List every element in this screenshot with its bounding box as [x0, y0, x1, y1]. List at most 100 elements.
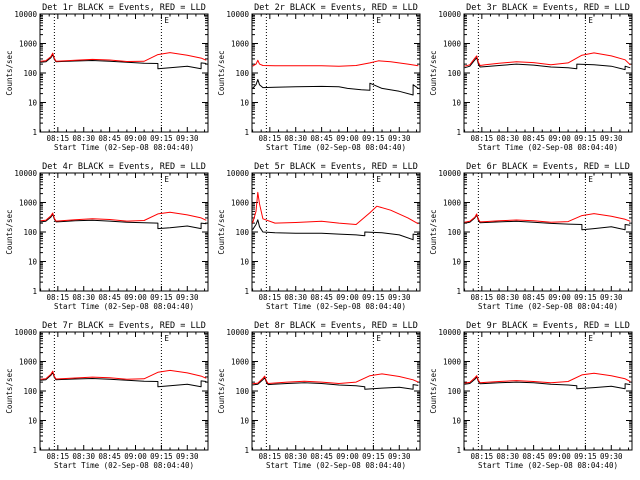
- y-tick-label: 1000: [231, 40, 250, 49]
- y-tick-label: 10000: [226, 10, 249, 19]
- y-tick-label: 100: [447, 387, 461, 396]
- y-tick-label: 10000: [14, 10, 37, 19]
- y-tick-label: 100: [447, 69, 461, 78]
- y-tick-label: 10: [452, 99, 462, 108]
- y-tick-label: 10: [240, 417, 250, 426]
- y-axis-label: Counts/sec: [217, 209, 226, 254]
- lld-series-line: [464, 52, 631, 67]
- y-tick-label: 100: [447, 228, 461, 237]
- y-axis-label: Counts/sec: [217, 50, 226, 95]
- chart-title: Det 7r BLACK = Events, RED = LLD: [42, 321, 206, 331]
- marker-label: E: [588, 175, 593, 184]
- x-tick-label: 09:00: [336, 134, 359, 143]
- x-axis-label: Start Time (02-Sep-08 08:04:40): [266, 461, 406, 470]
- events-series-line: [252, 377, 419, 390]
- y-tick-label: 1: [244, 446, 249, 455]
- x-tick-label: 09:30: [176, 452, 199, 461]
- y-tick-label: 1000: [443, 40, 462, 49]
- y-tick-label: 100: [235, 387, 249, 396]
- y-tick-label: 10000: [226, 169, 249, 178]
- x-tick-label: 08:45: [98, 293, 121, 302]
- marker-label: E: [164, 16, 169, 25]
- x-tick-label: 08:45: [310, 293, 333, 302]
- events-series-line: [464, 57, 631, 71]
- y-tick-label: 1: [32, 446, 37, 455]
- x-tick-label: 09:15: [362, 452, 385, 461]
- x-tick-label: 08:15: [47, 293, 70, 302]
- y-tick-label: 10000: [14, 169, 37, 178]
- x-tick-label: 08:15: [471, 452, 494, 461]
- chart-title: Det 3r BLACK = Events, RED = LLD: [466, 3, 630, 13]
- x-axis-label: Start Time (02-Sep-08 08:04:40): [478, 143, 618, 152]
- x-axis-label: Start Time (02-Sep-08 08:04:40): [54, 143, 194, 152]
- y-tick-label: 1: [456, 128, 461, 137]
- x-tick-label: 09:15: [150, 293, 173, 302]
- x-axis-label: Start Time (02-Sep-08 08:04:40): [54, 461, 194, 470]
- y-tick-label: 10000: [438, 328, 461, 337]
- x-tick-label: 09:15: [574, 134, 597, 143]
- plot-frame: [251, 172, 421, 292]
- x-tick-label: 08:15: [259, 452, 282, 461]
- x-tick-label: 09:30: [176, 293, 199, 302]
- x-tick-label: 08:30: [496, 452, 519, 461]
- x-tick-label: 09:00: [124, 452, 147, 461]
- y-axis-label: Counts/sec: [429, 50, 438, 95]
- plot-frame: [463, 331, 633, 451]
- x-tick-label: 09:30: [600, 452, 623, 461]
- x-tick-label: 08:30: [284, 134, 307, 143]
- chart-panel: Det 8r BLACK = Events, RED = LLD 1 10 100 10…: [217, 321, 421, 470]
- y-tick-label: 100: [235, 69, 249, 78]
- x-tick-label: 08:45: [522, 134, 545, 143]
- y-tick-label: 10: [28, 417, 38, 426]
- y-tick-label: 1000: [443, 199, 462, 208]
- y-axis-label: Counts/sec: [5, 368, 14, 413]
- y-tick-label: 10: [452, 417, 462, 426]
- lld-series-line: [252, 191, 419, 225]
- marker-label: E: [376, 175, 381, 184]
- x-tick-label: 08:45: [98, 134, 121, 143]
- y-tick-label: 1000: [231, 199, 250, 208]
- lld-series-line: [464, 213, 631, 223]
- x-tick-label: 08:30: [284, 452, 307, 461]
- events-series-line: [252, 219, 419, 241]
- plot-frame: [463, 172, 633, 292]
- x-tick-label: 09:15: [574, 452, 597, 461]
- y-tick-label: 1000: [19, 358, 38, 367]
- x-tick-label: 09:15: [574, 293, 597, 302]
- x-tick-label: 08:15: [471, 134, 494, 143]
- marker-label: E: [588, 16, 593, 25]
- chart-panel: Det 9r BLACK = Events, RED = LLD 1 10 100 10…: [429, 321, 633, 470]
- lld-series-line: [464, 372, 631, 384]
- x-tick-label: 09:00: [548, 452, 571, 461]
- x-axis-label: Start Time (02-Sep-08 08:04:40): [266, 143, 406, 152]
- chart-title: Det 1r BLACK = Events, RED = LLD: [42, 3, 206, 13]
- x-tick-label: 08:45: [310, 452, 333, 461]
- x-tick-label: 09:30: [388, 452, 411, 461]
- chart-panel: Det 7r BLACK = Events, RED = LLD 1 10 100 10…: [5, 321, 209, 470]
- chart-title: Det 2r BLACK = Events, RED = LLD: [254, 3, 418, 13]
- x-tick-label: 09:15: [150, 134, 173, 143]
- x-tick-label: 08:30: [72, 293, 95, 302]
- events-series-line: [252, 79, 419, 96]
- y-tick-label: 1000: [19, 40, 38, 49]
- events-series-line: [40, 213, 207, 230]
- x-tick-label: 08:15: [47, 452, 70, 461]
- lld-series-line: [252, 59, 419, 67]
- x-tick-label: 08:30: [72, 134, 95, 143]
- y-tick-label: 10: [240, 258, 250, 267]
- marker-label: E: [376, 16, 381, 25]
- marker-label: E: [376, 334, 381, 343]
- x-tick-label: 09:30: [388, 134, 411, 143]
- x-axis-label: Start Time (02-Sep-08 08:04:40): [54, 302, 194, 311]
- x-tick-label: 08:30: [284, 293, 307, 302]
- plot-frame: [39, 172, 209, 292]
- x-tick-label: 08:45: [98, 452, 121, 461]
- lld-series-line: [40, 52, 207, 62]
- x-tick-label: 08:45: [310, 134, 333, 143]
- x-axis-label: Start Time (02-Sep-08 08:04:40): [478, 302, 618, 311]
- chart-panel: Det 3r BLACK = Events, RED = LLD 1 10 100 10…: [429, 3, 633, 152]
- lld-series-line: [40, 369, 207, 380]
- lld-series-line: [40, 211, 207, 222]
- x-tick-label: 08:30: [496, 134, 519, 143]
